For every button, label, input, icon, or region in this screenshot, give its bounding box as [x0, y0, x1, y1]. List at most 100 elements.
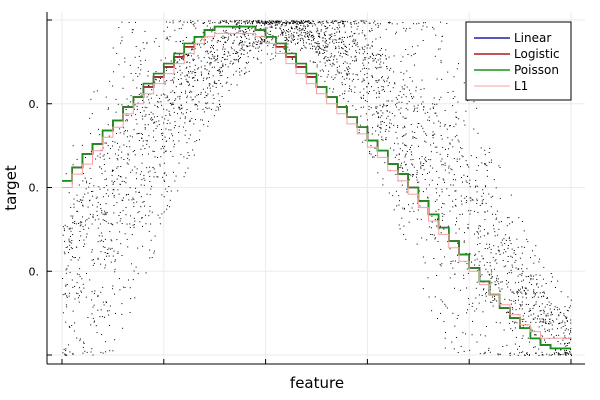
scatter-point: [544, 328, 546, 330]
scatter-point: [161, 129, 162, 130]
scatter-point: [105, 212, 107, 214]
scatter-point: [363, 106, 365, 108]
scatter-point: [446, 307, 448, 309]
scatter-point: [236, 24, 238, 26]
scatter-point: [545, 314, 547, 316]
scatter-point: [543, 291, 545, 293]
scatter-point: [408, 101, 410, 103]
scatter-point: [513, 300, 515, 302]
scatter-point: [66, 226, 68, 228]
scatter-point: [303, 24, 305, 26]
scatter-point: [441, 40, 443, 42]
scatter-point: [497, 281, 499, 283]
scatter-point: [536, 292, 538, 294]
scatter-point: [441, 188, 443, 190]
scatter-point: [490, 278, 492, 279]
scatter-point: [95, 325, 97, 327]
scatter-point: [414, 132, 416, 133]
scatter-point: [166, 80, 168, 82]
scatter-point: [222, 44, 224, 46]
scatter-point: [568, 342, 570, 344]
scatter-point: [317, 74, 319, 76]
scatter-point: [473, 128, 475, 130]
scatter-point: [389, 126, 390, 128]
scatter-point: [186, 66, 188, 68]
scatter-point: [455, 232, 457, 234]
scatter-point: [449, 143, 451, 145]
scatter-point: [408, 173, 410, 175]
scatter-point: [440, 60, 442, 62]
scatter-point: [346, 72, 348, 74]
scatter-point: [133, 206, 135, 207]
scatter-point: [371, 28, 373, 30]
scatter-point: [232, 42, 234, 44]
scatter-point: [545, 283, 547, 284]
scatter-point: [317, 51, 318, 53]
scatter-point: [174, 143, 176, 145]
scatter-point: [468, 210, 470, 212]
scatter-point: [518, 296, 520, 297]
scatter-point: [264, 39, 266, 41]
scatter-point: [195, 72, 197, 73]
scatter-point: [283, 22, 285, 24]
scatter-point: [514, 343, 516, 345]
scatter-point: [243, 49, 245, 51]
scatter-point: [179, 109, 181, 110]
scatter-point: [180, 74, 182, 76]
scatter-point: [474, 253, 476, 255]
scatter-point: [410, 124, 412, 125]
scatter-point: [148, 114, 150, 115]
scatter-point: [312, 45, 313, 47]
scatter-point: [505, 265, 507, 267]
scatter-point: [329, 37, 331, 39]
scatter-point: [467, 309, 469, 311]
scatter-point: [82, 216, 83, 218]
scatter-point: [212, 28, 214, 30]
scatter-point: [527, 337, 529, 339]
scatter-point: [416, 218, 418, 220]
scatter-point: [458, 118, 460, 120]
scatter-point: [210, 47, 212, 49]
scatter-point: [463, 274, 465, 276]
scatter-point: [85, 236, 87, 238]
scatter-point: [256, 25, 257, 27]
scatter-point: [325, 40, 327, 42]
scatter-point: [196, 105, 198, 107]
scatter-point: [343, 37, 345, 38]
scatter-point: [401, 184, 403, 186]
scatter-point: [417, 104, 419, 106]
scatter-point: [377, 53, 379, 55]
scatter-point: [463, 350, 465, 352]
scatter-point: [447, 71, 449, 73]
scatter-point: [467, 226, 469, 228]
scatter-point: [459, 289, 461, 291]
scatter-point: [450, 261, 452, 262]
scatter-point: [291, 28, 292, 29]
scatter-point: [404, 125, 405, 127]
scatter-point: [397, 143, 399, 145]
scatter-point: [351, 90, 353, 92]
scatter-point: [517, 292, 519, 293]
scatter-point: [535, 245, 537, 247]
scatter-point: [133, 270, 135, 272]
scatter-point: [389, 119, 391, 121]
scatter-point: [174, 52, 176, 54]
scatter-point: [208, 85, 210, 87]
scatter-point: [424, 140, 426, 142]
scatter-point: [116, 202, 118, 204]
scatter-point: [534, 255, 536, 257]
scatter-point: [235, 70, 237, 72]
scatter-point: [557, 328, 558, 330]
scatter-point: [478, 225, 480, 227]
scatter-point: [465, 202, 467, 204]
scatter-point: [102, 286, 104, 288]
scatter-point: [403, 234, 405, 236]
scatter-point: [390, 67, 392, 69]
scatter-point: [384, 55, 386, 57]
scatter-point: [131, 115, 133, 117]
scatter-point: [159, 165, 161, 167]
scatter-point: [244, 31, 246, 33]
scatter-point: [141, 217, 142, 219]
scatter-point: [172, 22, 174, 24]
scatter-point: [272, 21, 274, 23]
